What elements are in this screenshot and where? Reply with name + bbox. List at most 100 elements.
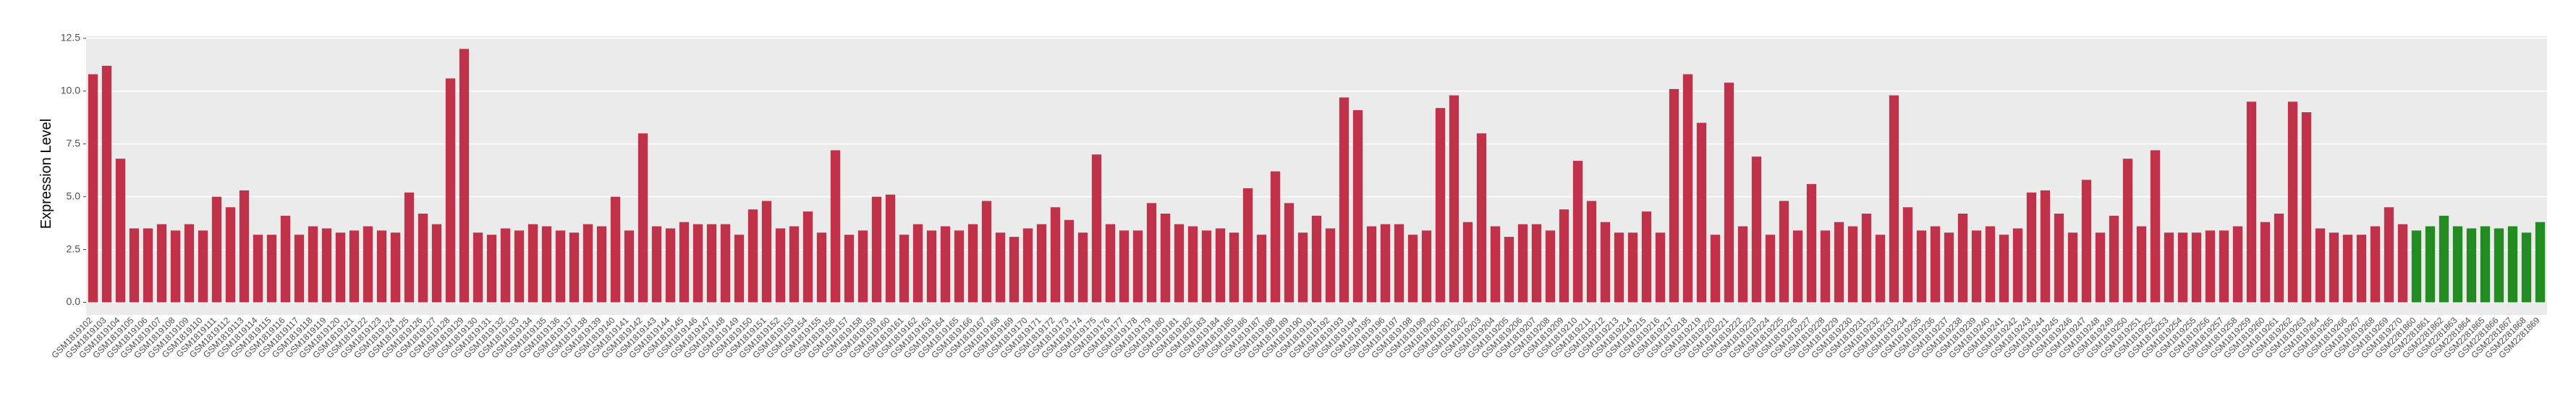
bar — [1064, 219, 1075, 303]
bar — [2122, 159, 2133, 303]
bar — [2411, 230, 2422, 303]
bar — [363, 226, 373, 303]
bar — [321, 228, 332, 303]
bar — [1036, 224, 1047, 303]
bar — [404, 192, 415, 303]
bar — [349, 230, 360, 303]
bar — [1022, 228, 1033, 303]
bar — [1985, 226, 1996, 303]
bar — [912, 224, 923, 303]
bar — [610, 196, 621, 303]
bar — [871, 196, 882, 303]
bar — [1765, 235, 1776, 303]
bar — [802, 211, 813, 303]
bar — [1916, 230, 1927, 303]
bar — [2205, 230, 2216, 303]
bar — [1682, 74, 1693, 303]
bar — [679, 222, 690, 303]
bar — [473, 232, 483, 303]
bar — [1861, 214, 1872, 303]
bar — [2370, 226, 2381, 303]
bar — [1077, 232, 1088, 303]
bar — [2067, 232, 2078, 303]
bar — [1132, 230, 1143, 303]
bar — [1339, 97, 1350, 303]
bar — [1352, 110, 1363, 303]
bar — [156, 224, 167, 303]
bar — [1875, 235, 1886, 303]
bar — [184, 224, 195, 303]
bar — [1187, 226, 1198, 303]
bar — [1490, 226, 1501, 303]
bar — [2397, 224, 2408, 303]
bar — [2246, 101, 2257, 303]
bar — [1847, 226, 1858, 303]
bar — [541, 226, 552, 303]
bar — [1380, 224, 1391, 303]
bar — [1614, 232, 1624, 303]
bar — [129, 228, 140, 303]
bar — [569, 232, 580, 303]
bar — [926, 230, 937, 303]
bar — [1600, 222, 1611, 303]
bar — [1655, 232, 1666, 303]
bar — [1779, 201, 1789, 303]
bar — [1050, 207, 1061, 303]
bar — [1119, 230, 1130, 303]
bar — [2274, 214, 2284, 303]
bar — [2040, 190, 2051, 303]
bar — [2301, 112, 2312, 303]
bar — [170, 230, 181, 303]
bar — [431, 224, 442, 303]
bar — [2507, 226, 2518, 303]
bar — [294, 235, 305, 303]
bar — [720, 224, 731, 303]
bar — [706, 224, 717, 303]
bar — [1641, 211, 1652, 303]
bar — [280, 215, 291, 303]
bar — [2026, 192, 2037, 303]
bar — [775, 228, 786, 303]
bar — [2342, 235, 2353, 303]
bar — [459, 49, 470, 303]
bar — [2164, 232, 2174, 303]
bar — [1820, 230, 1831, 303]
bar — [1627, 232, 1638, 303]
bar — [885, 194, 896, 303]
bar — [692, 224, 703, 303]
bar — [143, 228, 153, 303]
bar — [445, 78, 456, 303]
bar — [225, 207, 236, 303]
bar — [486, 235, 497, 303]
bar — [1834, 222, 1844, 303]
bar — [1971, 230, 1982, 303]
bar — [761, 201, 772, 303]
bar — [816, 232, 827, 303]
bar — [1146, 203, 1157, 303]
bar — [1105, 224, 1116, 303]
bar — [2191, 232, 2202, 303]
bar — [266, 235, 277, 303]
bar — [967, 224, 978, 303]
bar — [1545, 230, 1556, 303]
bar — [88, 74, 98, 303]
bar — [1999, 235, 2009, 303]
bar — [514, 230, 525, 303]
bar — [308, 226, 318, 303]
bar — [1407, 235, 1418, 303]
y-tick-label: 10.0 — [61, 85, 80, 96]
bar — [253, 235, 263, 303]
bar — [789, 226, 800, 303]
bar — [2095, 232, 2106, 303]
bar — [335, 232, 346, 303]
bar — [1160, 214, 1171, 303]
bar — [2150, 150, 2161, 303]
y-axis-title: Expression Level — [38, 119, 54, 229]
bar — [101, 65, 112, 303]
bar — [500, 228, 511, 303]
bar — [1504, 237, 1514, 303]
bar — [1229, 232, 1240, 303]
bar — [1889, 95, 1899, 303]
bar — [2232, 226, 2243, 303]
